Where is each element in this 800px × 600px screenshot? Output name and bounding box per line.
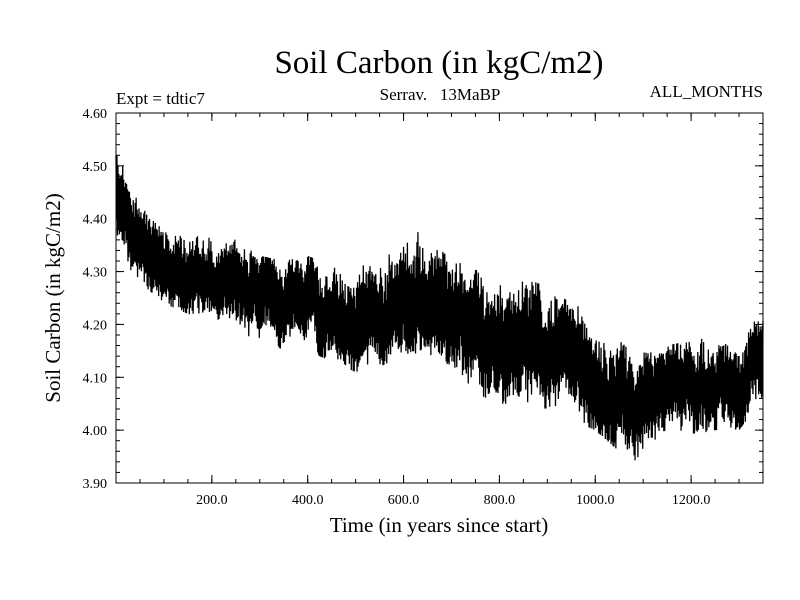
x-tick-label: 800.0 (484, 493, 516, 508)
data-series-layer (115, 155, 764, 461)
x-tick-label: 1200.0 (672, 493, 711, 508)
x-tick-label: 1000.0 (576, 493, 615, 508)
y-tick-label: 4.10 (83, 371, 108, 386)
series-line (115, 155, 764, 461)
x-axis-label: Time (in years since start) (330, 513, 549, 537)
y-axis-label: Soil Carbon (in kgC/m2) (41, 193, 65, 402)
experiment-label: Expt = tdtic7 (116, 89, 205, 108)
period-label: ALL_MONTHS (650, 82, 763, 101)
plot-frame (115, 112, 764, 484)
x-tick-label: 200.0 (196, 493, 228, 508)
axes-layer: 3.90 4.00 4.10 4.20 4.30 4.40 4.50 4.60 200.0 400… (83, 107, 763, 508)
y-tick-label: 4.50 (83, 160, 108, 175)
y-tick-label: 3.90 (83, 477, 108, 492)
y-tick-label: 4.40 (83, 213, 108, 228)
x-tick-label: 600.0 (388, 493, 420, 508)
y-tick-label: 4.20 (83, 318, 108, 333)
y-tick-label: 4.00 (83, 424, 108, 439)
x-tick-label: 400.0 (292, 493, 324, 508)
y-tick-label: 4.60 (83, 107, 108, 122)
chart-subtitle: Serrav. 13MaBP (380, 85, 501, 104)
y-tick-label: 4.30 (83, 266, 108, 281)
chart-title: Soil Carbon (in kgC/m2) (274, 45, 603, 81)
